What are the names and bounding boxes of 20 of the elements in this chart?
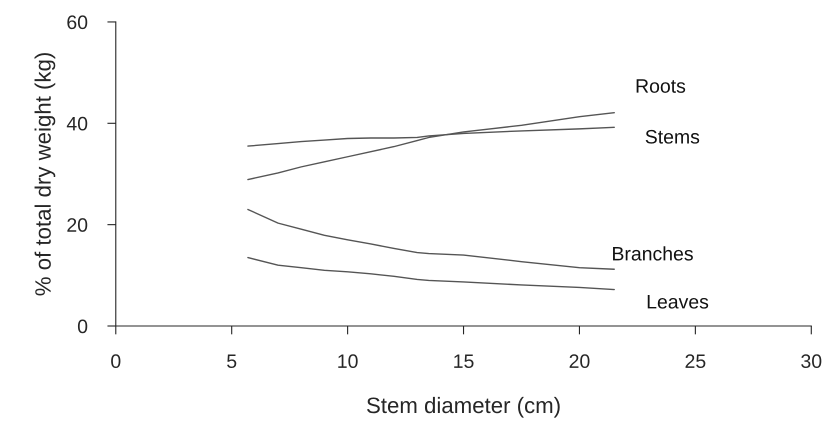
line-series: [247, 112, 615, 180]
y-axis-title: % of total dry weight (kg): [34, 53, 56, 296]
y-tick-label: 20: [67, 218, 88, 232]
series-label: Stems: [646, 130, 700, 144]
x-axis-title: Stem diameter (cm): [367, 396, 560, 418]
y-tick-label: 60: [67, 15, 88, 30]
x-tick-label: 0: [111, 354, 120, 368]
y-tick-label: 40: [66, 116, 88, 131]
x-tick-label: 20: [570, 354, 590, 368]
x-tick-label: 15: [454, 354, 474, 368]
series-label: Leaves: [648, 295, 708, 309]
x-tick-label: 30: [801, 354, 822, 368]
x-tick-label: 25: [686, 354, 706, 368]
series-label: Roots: [636, 79, 686, 93]
line-series: [247, 208, 615, 270]
series-label: Branches: [613, 246, 693, 261]
y-tick-label: 0: [78, 319, 88, 334]
x-tick-label: 5: [227, 354, 236, 368]
x-tick-label: 10: [338, 354, 358, 368]
line-series: [247, 256, 615, 290]
